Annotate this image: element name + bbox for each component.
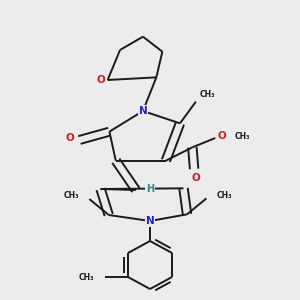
Text: CH₃: CH₃	[64, 191, 80, 200]
Text: CH₃: CH₃	[216, 190, 232, 200]
Text: CH₃: CH₃	[235, 132, 250, 141]
Text: O: O	[191, 173, 200, 183]
Text: N: N	[139, 106, 147, 116]
Text: CH₃: CH₃	[200, 90, 215, 99]
Text: O: O	[97, 75, 106, 85]
Text: O: O	[217, 131, 226, 141]
Text: O: O	[65, 133, 74, 143]
Text: CH₃: CH₃	[79, 272, 94, 281]
Text: N: N	[146, 216, 154, 226]
Text: H: H	[146, 184, 154, 194]
